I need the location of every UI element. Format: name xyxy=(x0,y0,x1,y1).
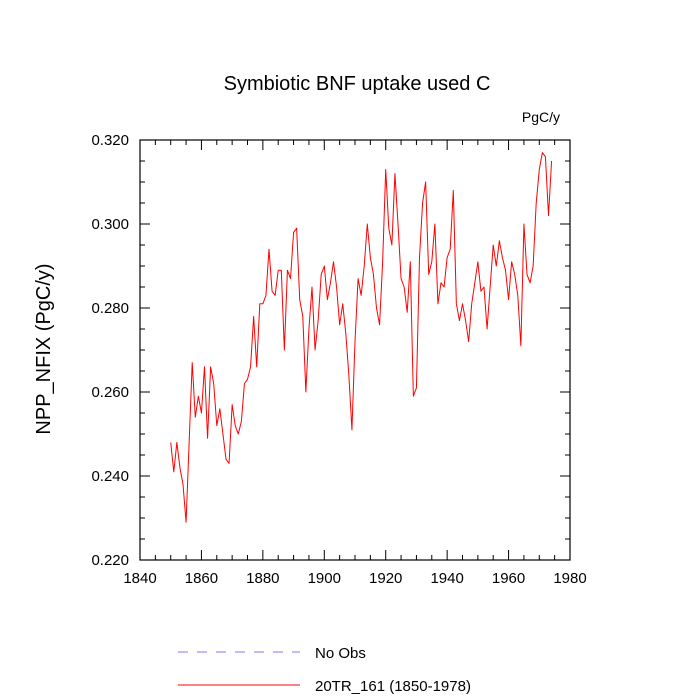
x-tick-label: 1940 xyxy=(430,570,463,587)
x-tick-label: 1920 xyxy=(369,570,402,587)
x-tick-label: 1840 xyxy=(123,570,156,587)
x-tick-label: 1880 xyxy=(246,570,279,587)
legend-label-no-obs: No Obs xyxy=(315,645,366,662)
series-line-20tr-161 xyxy=(170,152,553,523)
y-axis-label: NPP_NFIX (PgC/y) xyxy=(33,263,55,434)
y-tick-label: 0.240 xyxy=(91,468,129,485)
legend: No Obs 20TR_161 (1850-1978) xyxy=(178,645,471,695)
y-tick-label: 0.320 xyxy=(91,132,129,149)
x-tick-label: 1980 xyxy=(553,570,586,587)
x-axis: 1840 1860 1880 1900 1920 1940 1960 1980 xyxy=(123,140,587,587)
y-tick-label: 0.260 xyxy=(91,384,129,401)
y-axis: 0.220 0.240 0.260 0.280 0.300 0.320 xyxy=(91,132,570,569)
x-tick-label: 1860 xyxy=(185,570,218,587)
series-layer xyxy=(170,152,553,523)
x-tick-label: 1960 xyxy=(492,570,525,587)
units-label: PgC/y xyxy=(522,109,560,125)
y-tick-label: 0.220 xyxy=(91,552,129,569)
x-tick-label: 1900 xyxy=(308,570,341,587)
legend-label-20tr-161: 20TR_161 (1850-1978) xyxy=(315,678,471,695)
y-tick-label: 0.300 xyxy=(91,216,129,233)
chart-title: Symbiotic BNF uptake used C xyxy=(224,73,491,95)
y-tick-label: 0.280 xyxy=(91,300,129,317)
